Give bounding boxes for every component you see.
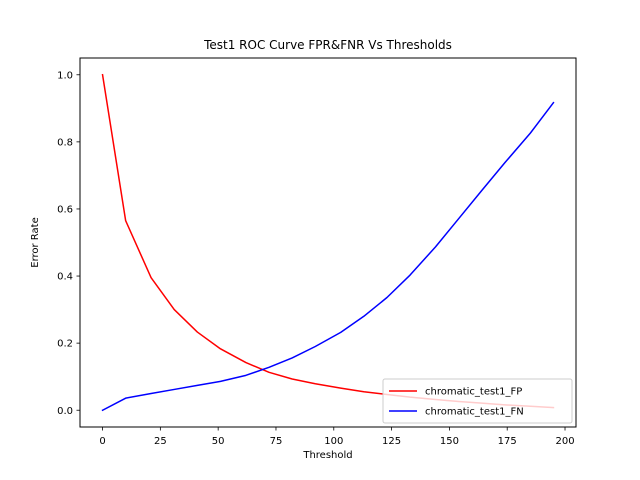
chart-title: Test1 ROC Curve FPR&FNR Vs Thresholds xyxy=(203,38,452,52)
x-axis-label: Threshold xyxy=(302,450,352,461)
y-tick-label: 0.4 xyxy=(57,272,73,283)
x-tick-label: 25 xyxy=(154,436,167,447)
y-axis-label: Error Rate xyxy=(30,217,41,267)
plot-frame xyxy=(79,57,577,428)
x-tick-label: 75 xyxy=(270,436,283,447)
legend-label: chromatic_test1_FN xyxy=(425,407,524,418)
x-tick-label: 150 xyxy=(440,436,459,447)
y-tick-label: 0.2 xyxy=(57,339,73,350)
y-tick-label: 0.0 xyxy=(57,406,73,417)
legend: chromatic_test1_FP chromatic_test1_FN xyxy=(382,378,573,424)
x-tick-label: 200 xyxy=(555,436,574,447)
y-tick-label: 1.0 xyxy=(57,70,73,81)
x-tick-label: 125 xyxy=(382,436,401,447)
y-tick-label: 0.8 xyxy=(57,137,73,148)
legend-box xyxy=(382,378,573,424)
series-line-chromatic_test1_FN xyxy=(101,101,555,412)
legend-label: chromatic_test1_FP xyxy=(425,387,522,398)
y-tick-label: 0.6 xyxy=(57,205,73,216)
x-tick-label: 175 xyxy=(498,436,517,447)
x-tick-label: 50 xyxy=(212,436,225,447)
x-tick-label: 0 xyxy=(99,436,105,447)
x-tick-label: 100 xyxy=(324,436,343,447)
